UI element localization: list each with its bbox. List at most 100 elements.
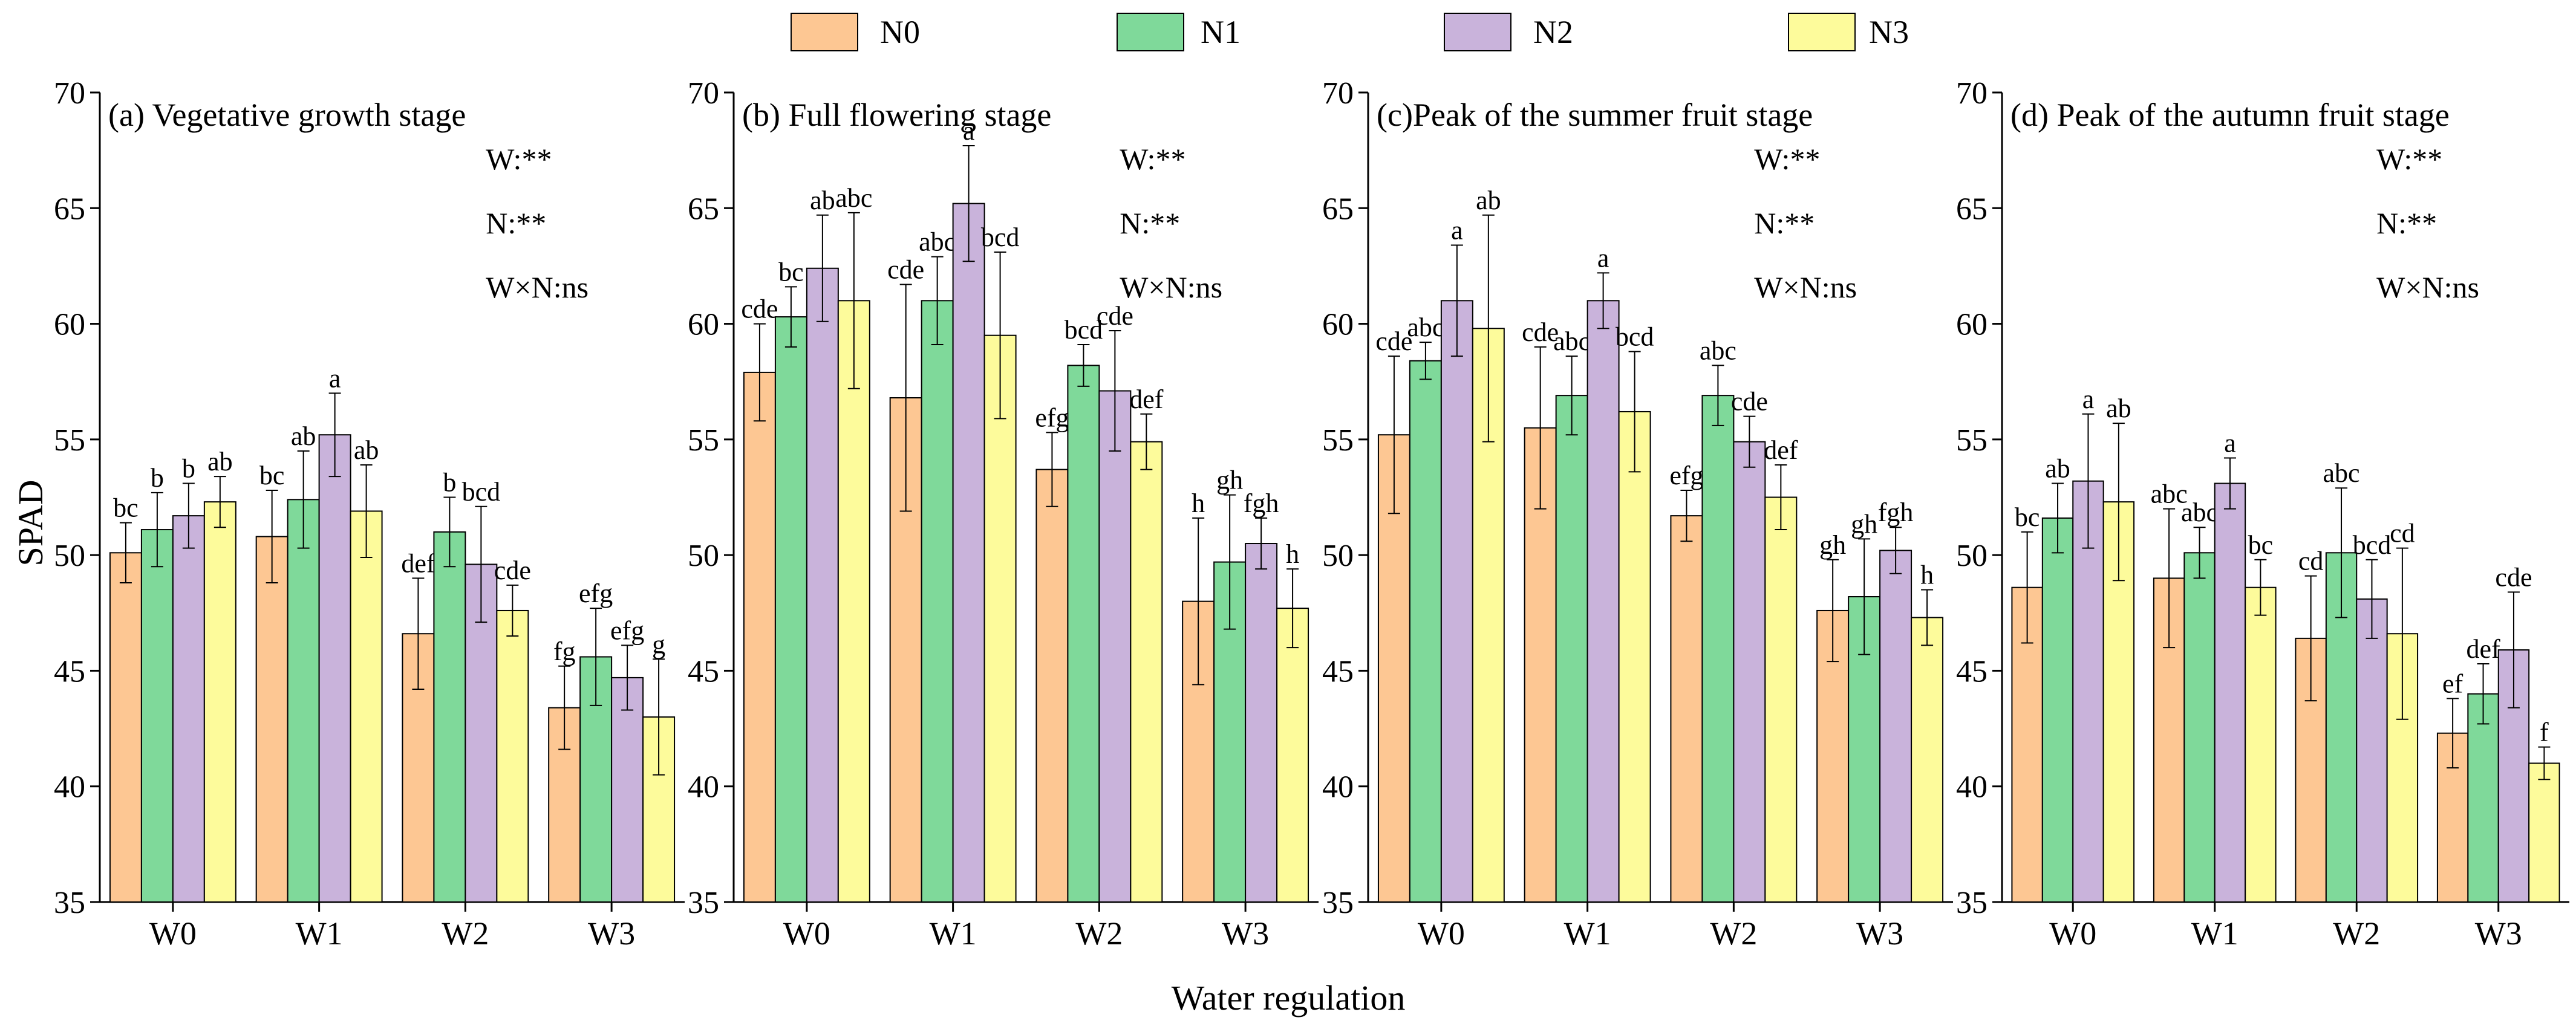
significance-letter: fgh (1878, 498, 1914, 527)
bar-n1-w1 (1555, 395, 1588, 903)
bar-n2-w0 (806, 267, 839, 903)
significance-letter: abc (2181, 498, 2218, 527)
bar-n1-w1 (2183, 552, 2216, 903)
y-tick-label: 35 (688, 886, 719, 920)
significance-letter: bc (778, 257, 804, 287)
x-tick-label: W0 (2049, 915, 2096, 952)
bar-n1-w0 (140, 529, 174, 903)
significance-letter: abc (2323, 458, 2360, 488)
y-tick-label: 35 (54, 886, 85, 920)
bar-n2-w3 (611, 677, 644, 903)
x-tick-label: W3 (2475, 915, 2522, 952)
bar-n3-w3 (1276, 608, 1309, 903)
significance-letter: bcd (1616, 322, 1654, 351)
legend-label-n0: N0 (880, 14, 920, 50)
significance-letter: gh (1819, 530, 1846, 560)
bar-n1-w0 (1409, 360, 1442, 903)
bar-n2-w3 (1879, 550, 1912, 903)
significance-letter: cde (494, 556, 531, 585)
significance-letter: abc (1700, 336, 1736, 365)
y-tick-label: 35 (1956, 886, 1987, 920)
y-tick-label: 50 (1322, 539, 1354, 573)
x-tick-label: W2 (1075, 915, 1123, 952)
bar-n0-w0 (743, 371, 776, 903)
bar-n0-w2 (1035, 469, 1069, 903)
legend-label-n3: N3 (1869, 14, 1909, 50)
significance-letter: ab (354, 435, 379, 465)
significance-letter: efg (610, 615, 644, 645)
y-tick-label: 35 (1322, 886, 1354, 920)
significance-letter: abc (1407, 313, 1444, 342)
y-tick-label: 50 (1956, 539, 1987, 573)
significance-letter: cd (2390, 519, 2415, 548)
x-tick-label: W0 (1418, 915, 1465, 952)
significance-letter: a (329, 363, 341, 393)
bar-n1-w3 (2467, 693, 2499, 903)
stat-annotation: W×N:ns (1120, 270, 1222, 304)
bar-n3-w0 (203, 501, 236, 903)
bar-n1-w2 (1701, 395, 1735, 903)
bar-n1-w0 (2041, 517, 2074, 903)
bar-n1-w2 (1067, 365, 1100, 903)
y-tick-label: 45 (54, 654, 85, 689)
legend: N0 N1 N2 N3 (791, 13, 1909, 51)
x-tick-label: W1 (2191, 915, 2239, 952)
y-tick-label: 40 (1956, 770, 1987, 805)
significance-letter: cde (887, 255, 924, 285)
y-tick-label: 50 (54, 539, 85, 573)
stat-annotation: N:** (1120, 206, 1180, 240)
stat-annotation: W:** (2376, 142, 2442, 176)
significance-letter: h (1192, 488, 1205, 518)
significance-letter: cde (741, 294, 778, 324)
legend-swatch-n2 (1444, 13, 1511, 51)
bar-n3-w0 (837, 300, 870, 903)
significance-letter: abc (1553, 326, 1590, 356)
bar-n2-w3 (1245, 543, 1278, 903)
significance-letter: cd (2298, 547, 2324, 576)
legend-swatch-n0 (791, 13, 858, 51)
stat-annotation: W:** (1754, 142, 1820, 176)
bar-n2-w2 (1733, 441, 1766, 903)
significance-letter: abc (835, 183, 872, 213)
bar-n0-w1 (255, 536, 289, 903)
stat-annotation: N:** (486, 206, 546, 240)
bar-n0-w2 (1670, 515, 1703, 903)
significance-letter: a (1451, 215, 1463, 245)
significance-letter: ab (207, 447, 233, 476)
bar-n1-w1 (287, 499, 320, 903)
stat-annotation: W×N:ns (1754, 270, 1857, 304)
x-tick-label: W1 (930, 915, 977, 952)
significance-letter: cde (1375, 326, 1412, 356)
significance-letter: f (2540, 718, 2549, 747)
significance-letter: cde (1097, 301, 1133, 331)
y-tick-label: 55 (1322, 423, 1354, 458)
panel-title: (c)Peak of the summer fruit stage (1377, 97, 1813, 133)
bar-n3-w2 (496, 609, 529, 903)
y-tick-label: 55 (688, 423, 719, 458)
significance-letter: def (1129, 385, 1164, 414)
y-tick-label: 65 (688, 192, 719, 226)
bar-n2-w0 (172, 515, 205, 903)
bar-n3-w1 (1618, 411, 1651, 903)
panel-title: (d) Peak of the autumn fruit stage (2010, 97, 2450, 133)
significance-letter: b (182, 454, 195, 484)
bar-n3-w3 (2528, 762, 2560, 903)
stat-annotation: W:** (486, 142, 552, 176)
legend-swatch-n1 (1117, 13, 1184, 51)
significance-letter: bcd (2353, 530, 2392, 560)
y-tick-label: 45 (1322, 654, 1354, 689)
significance-letter: bcd (462, 477, 501, 507)
significance-letter: cde (2495, 562, 2532, 592)
x-axis-title: Water regulation (1172, 978, 1406, 1017)
significance-letter: abc (919, 227, 956, 257)
bar-n3-w1 (983, 334, 1017, 903)
x-tick-label: W2 (442, 915, 489, 952)
y-tick-label: 65 (1956, 192, 1987, 226)
bar-n2-w2 (2356, 598, 2388, 903)
y-tick-label: 40 (54, 770, 85, 805)
y-tick-label: 50 (688, 539, 719, 573)
